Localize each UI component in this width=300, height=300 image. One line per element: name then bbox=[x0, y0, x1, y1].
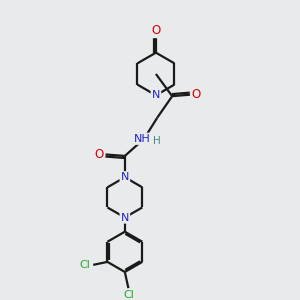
Text: H: H bbox=[153, 136, 160, 146]
Text: N: N bbox=[121, 212, 129, 223]
Text: NH: NH bbox=[134, 134, 151, 144]
Text: O: O bbox=[151, 24, 160, 37]
Text: Cl: Cl bbox=[80, 260, 90, 270]
Text: O: O bbox=[192, 88, 201, 101]
Text: Cl: Cl bbox=[123, 290, 134, 300]
Text: O: O bbox=[94, 148, 104, 161]
Text: N: N bbox=[121, 172, 129, 182]
Text: N: N bbox=[152, 90, 160, 100]
